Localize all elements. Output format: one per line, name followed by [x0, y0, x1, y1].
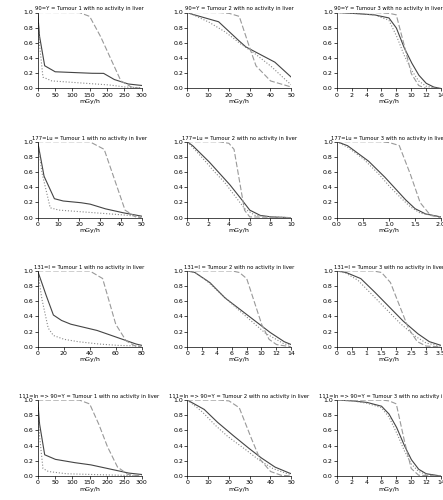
- X-axis label: mGy/h: mGy/h: [79, 358, 100, 362]
- Title: 131=I = Tumour 3 with no activity in liver: 131=I = Tumour 3 with no activity in liv…: [334, 265, 443, 270]
- X-axis label: mGy/h: mGy/h: [378, 228, 399, 233]
- Title: 90=Y = Tumour 3 with no activity in liver: 90=Y = Tumour 3 with no activity in live…: [334, 6, 443, 12]
- Title: 177=Lu = Tumour 2 with no activity in liver: 177=Lu = Tumour 2 with no activity in li…: [182, 136, 297, 140]
- X-axis label: mGy/h: mGy/h: [229, 99, 250, 104]
- Title: 111=In => 90=Y = Tumour 3 with no activity in liver: 111=In => 90=Y = Tumour 3 with no activi…: [319, 394, 443, 399]
- Title: 177=Lu = Tumour 3 with no activity in liver: 177=Lu = Tumour 3 with no activity in li…: [331, 136, 443, 140]
- Title: 90=Y = Tumour 1 with no activity in liver: 90=Y = Tumour 1 with no activity in live…: [35, 6, 144, 12]
- Title: 131=I = Tumour 2 with no activity in liver: 131=I = Tumour 2 with no activity in liv…: [184, 265, 295, 270]
- X-axis label: mGy/h: mGy/h: [378, 99, 399, 104]
- X-axis label: mGy/h: mGy/h: [229, 358, 250, 362]
- X-axis label: mGy/h: mGy/h: [79, 486, 100, 492]
- Title: 90=Y = Tumour 2 with no activity in liver: 90=Y = Tumour 2 with no activity in live…: [185, 6, 294, 12]
- Title: 111=In => 90=Y = Tumour 2 with no activity in liver: 111=In => 90=Y = Tumour 2 with no activi…: [169, 394, 309, 399]
- X-axis label: mGy/h: mGy/h: [229, 228, 250, 233]
- Title: 177=Lu = Tumour 1 with no activity in liver: 177=Lu = Tumour 1 with no activity in li…: [32, 136, 147, 140]
- X-axis label: mGy/h: mGy/h: [378, 358, 399, 362]
- Title: 131=I = Tumour 1 with no activity in liver: 131=I = Tumour 1 with no activity in liv…: [35, 265, 145, 270]
- X-axis label: mGy/h: mGy/h: [378, 486, 399, 492]
- X-axis label: mGy/h: mGy/h: [79, 99, 100, 104]
- X-axis label: mGy/h: mGy/h: [79, 228, 100, 233]
- X-axis label: mGy/h: mGy/h: [229, 486, 250, 492]
- Title: 111=In => 90=Y = Tumour 1 with no activity in liver: 111=In => 90=Y = Tumour 1 with no activi…: [19, 394, 160, 399]
